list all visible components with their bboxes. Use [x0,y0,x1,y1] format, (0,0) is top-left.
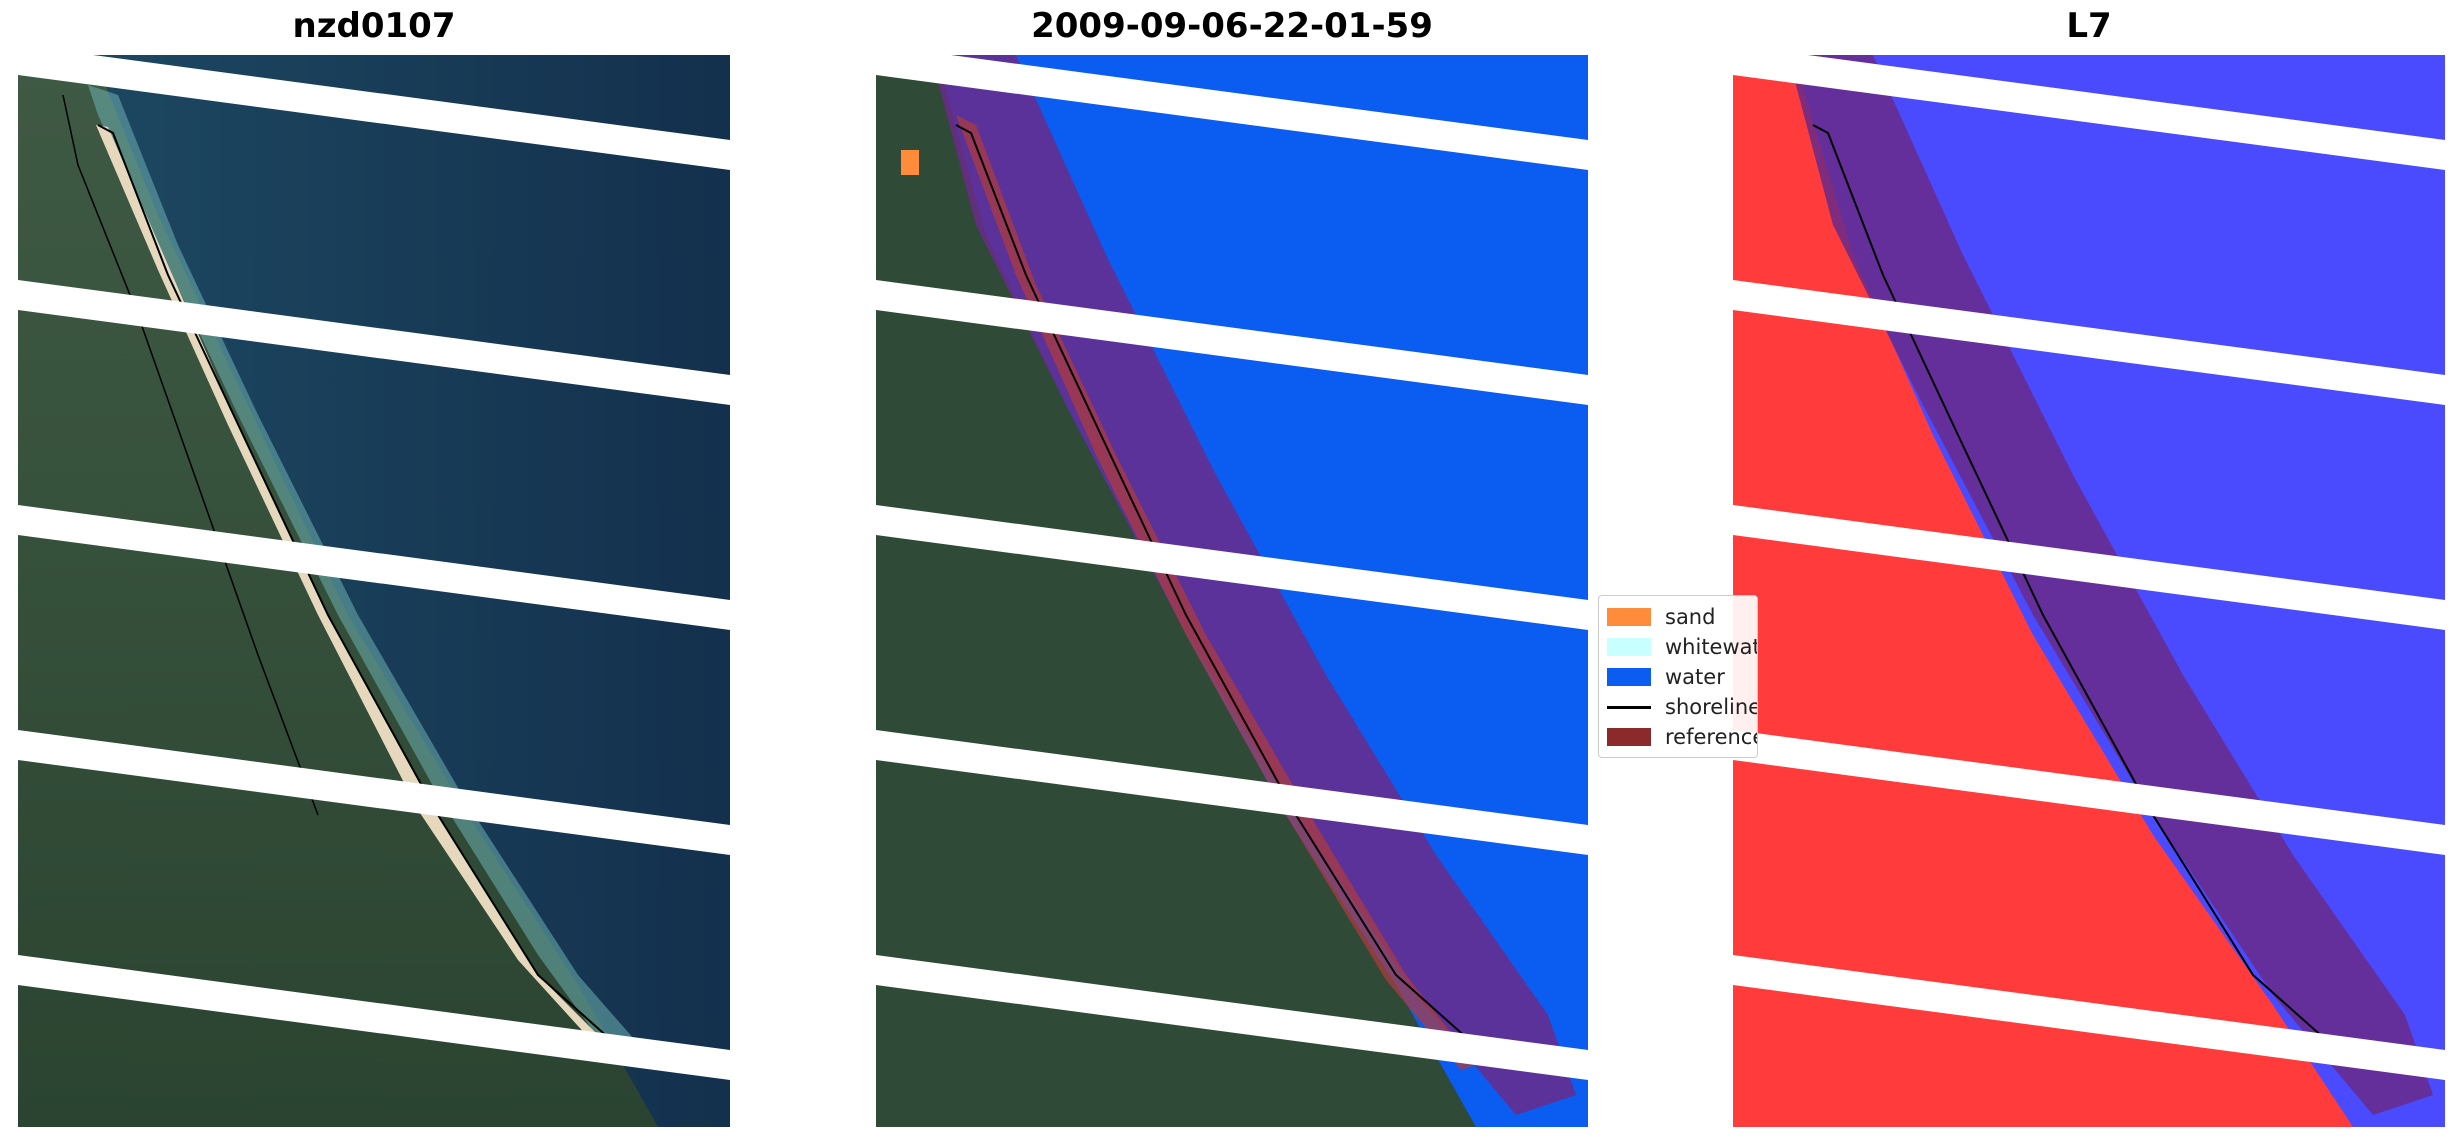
panel-title-rgb: nzd0107 [292,6,456,46]
rgb-image-panel [18,55,730,1127]
legend-swatch-reference-shoreline [1607,728,1651,746]
panel-title-classification: 2009-09-06-22-01-59 [1031,6,1433,46]
legend-label: reference shoreline [1665,725,1758,749]
classification-image [876,55,1588,1127]
legend-swatch-shoreline [1607,705,1651,709]
sand-class [956,115,1476,1070]
legend-label: sand [1665,605,1716,629]
index-panel [1733,55,2445,1127]
sand-patch [901,150,919,175]
scanline-gaps [876,55,1588,1080]
legend-label: shoreline [1665,695,1758,719]
legend-swatch-sand [1607,608,1651,626]
legend-item-shoreline: shoreline [1607,692,1757,722]
scanline-gaps [18,55,730,1080]
surf-zone [88,85,648,1065]
shoreline-line [1812,124,2344,1056]
legend-item-water: water [1607,662,1757,692]
shoreline-line [97,124,629,1056]
scanline-gaps [1733,55,2445,1080]
legend-item-whitewater: whitewater [1607,632,1757,662]
land-index-area [1733,55,2353,1127]
index-image [1733,55,2445,1127]
legend-item-reference-shoreline: reference shoreline [1607,722,1757,752]
legend-label: whitewater [1665,635,1757,659]
legend-swatch-whitewater [1607,638,1651,656]
inner-contour [62,94,319,816]
rgb-image [18,55,730,1127]
shoreline-line [955,124,1487,1056]
legend-label: water [1665,665,1725,689]
classification-panel [876,55,1588,1127]
panel-title-index: L7 [2066,6,2112,46]
legend-item-sand: sand [1607,602,1757,632]
legend: sand whitewater water shoreline referenc… [1598,595,1758,758]
legend-swatch-water [1607,668,1651,686]
